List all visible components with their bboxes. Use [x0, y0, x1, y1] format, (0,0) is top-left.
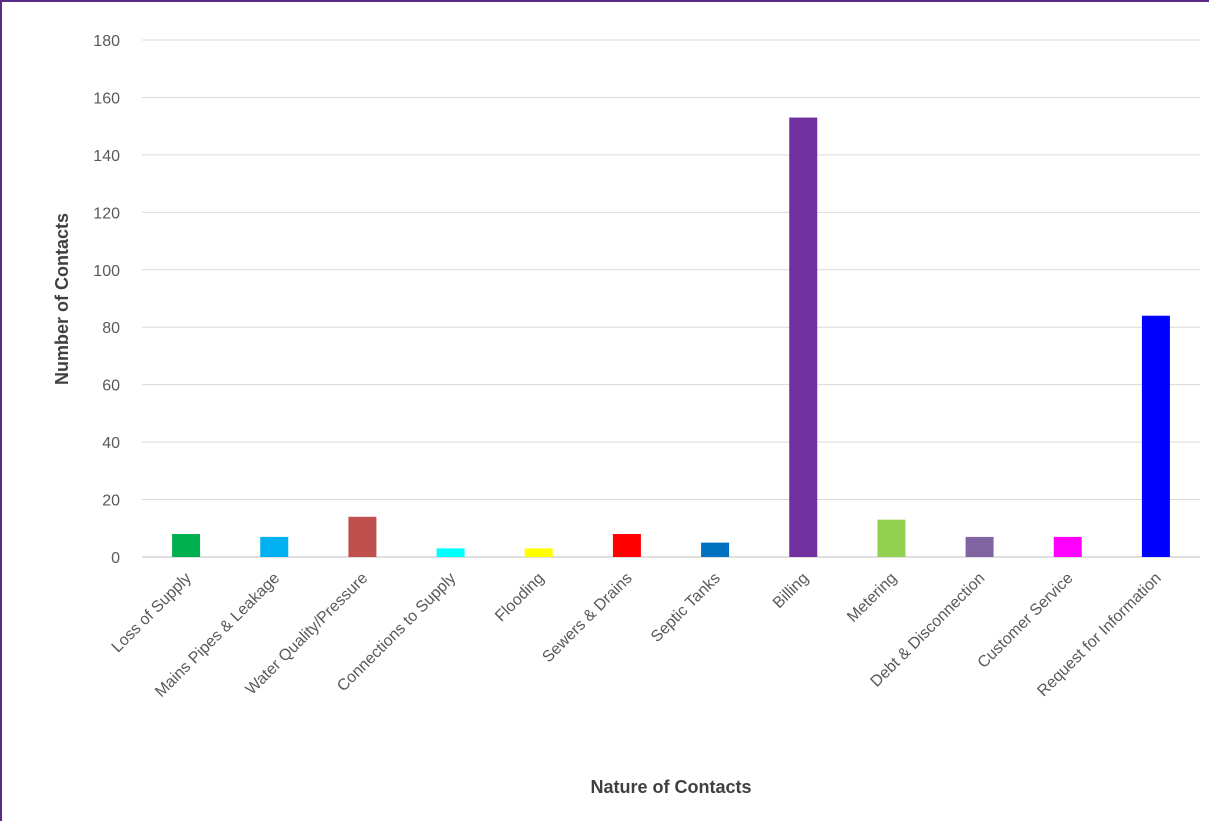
- bar: [1141, 315, 1170, 557]
- x-category-label: Flooding: [492, 570, 547, 625]
- x-category-label: Septic Tanks: [648, 570, 724, 646]
- y-tick-label: 20: [102, 493, 120, 510]
- x-axis-title: Nature of Contacts: [590, 777, 751, 797]
- y-tick-label: 180: [93, 33, 120, 50]
- bar: [1053, 536, 1082, 557]
- y-tick-label: 100: [93, 263, 120, 280]
- x-category-label: Billing: [770, 570, 812, 612]
- y-tick-label: 0: [111, 550, 120, 567]
- x-category-label: Sewers & Drains: [539, 570, 635, 666]
- y-axis-ticks: 0 20 40 60 80 100 120 140 160 180: [93, 33, 120, 567]
- bars: [172, 117, 1170, 558]
- y-tick-label: 60: [102, 378, 120, 395]
- bar: [524, 548, 553, 557]
- y-tick-label: 160: [93, 90, 120, 107]
- bar: [877, 519, 906, 557]
- y-tick-label: 140: [93, 148, 120, 165]
- x-category-label: Loss of Supply: [109, 570, 195, 656]
- y-tick-label: 120: [93, 205, 120, 222]
- y-tick-label: 80: [102, 320, 120, 337]
- bar: [789, 117, 818, 558]
- bar: [612, 534, 641, 557]
- bar: [965, 536, 994, 557]
- gridlines: [142, 39, 1200, 501]
- bar: [436, 548, 465, 557]
- bar: [701, 542, 730, 557]
- x-category-label: Customer Service: [975, 570, 1077, 672]
- y-axis-title: Number of Contacts: [52, 213, 72, 385]
- bar: [348, 516, 377, 557]
- x-category-label: Metering: [844, 570, 900, 626]
- bar: [260, 536, 289, 557]
- bar: [172, 534, 201, 557]
- y-tick-label: 40: [102, 435, 120, 452]
